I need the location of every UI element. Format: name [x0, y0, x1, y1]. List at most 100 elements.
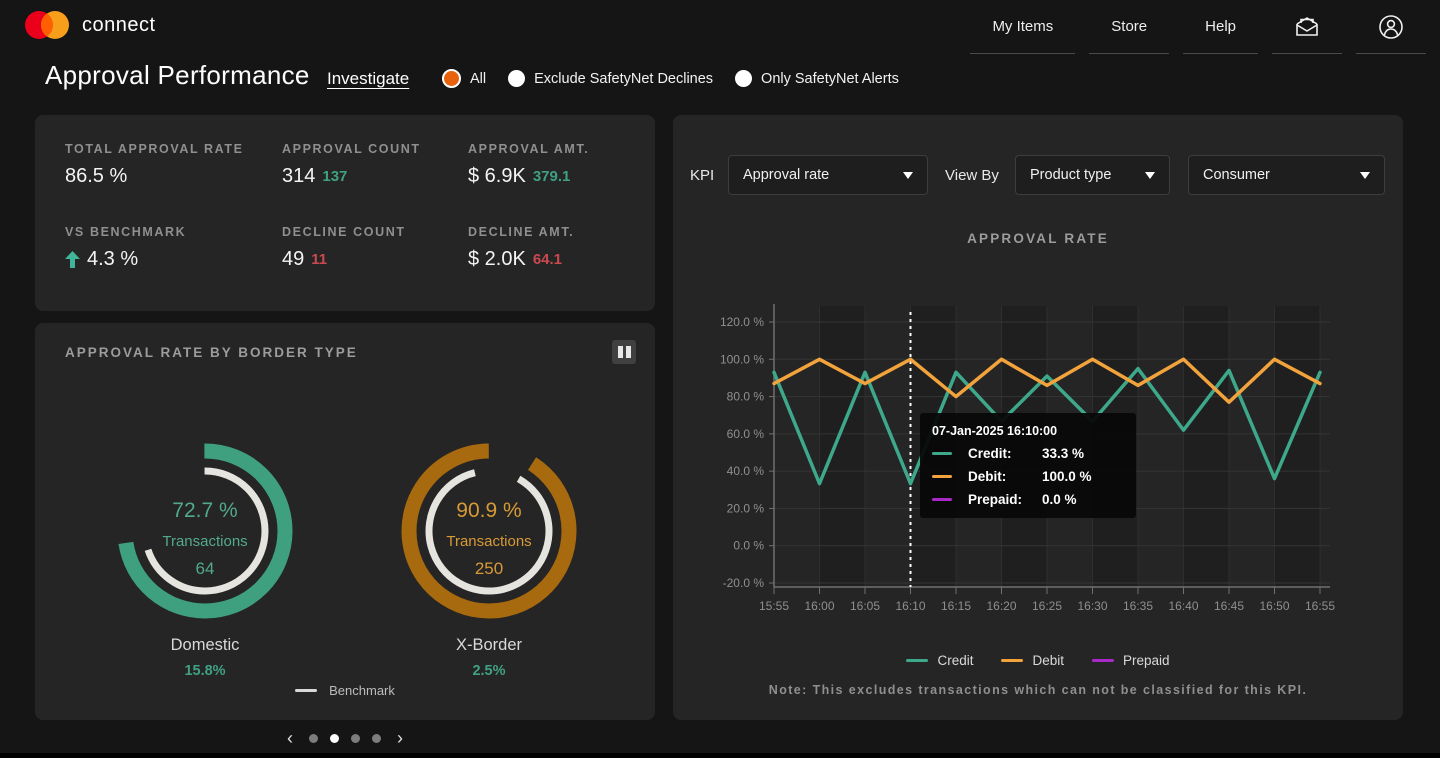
- kpi-dropdown[interactable]: Approval rate: [728, 155, 928, 195]
- radio-icon: [508, 70, 526, 87]
- kpi-value: 314: [282, 165, 316, 187]
- series-dash-icon: [932, 475, 952, 478]
- carousel-dot-2[interactable]: [351, 733, 360, 743]
- profile-icon: [1379, 14, 1403, 39]
- series-dash-icon: [932, 452, 952, 455]
- page-title: Approval Performance: [45, 60, 310, 90]
- view-by-label: View By: [945, 167, 999, 184]
- filter-label: Only SafetyNet Alerts: [761, 70, 899, 87]
- chevron-down-icon: [903, 171, 913, 179]
- view-by-dropdown[interactable]: Product type: [1015, 155, 1170, 195]
- kpi-label: APPROVAL AMT.: [468, 142, 590, 156]
- carousel-dot-3[interactable]: [372, 733, 381, 743]
- segment-dropdown[interactable]: Consumer: [1188, 155, 1385, 195]
- donut-xborder-center: 90.9 % Transactions 250: [404, 500, 574, 577]
- nav-store-label: Store: [1111, 18, 1148, 35]
- series-dash-icon: [932, 498, 952, 501]
- svg-text:16:25: 16:25: [1032, 599, 1062, 613]
- legend-dash-icon: [906, 659, 929, 662]
- kpi-value: $ 6.9K: [468, 165, 526, 187]
- nav-messages[interactable]: [1272, 0, 1342, 54]
- filter-radio-1[interactable]: Exclude SafetyNet Declines: [508, 70, 713, 87]
- svg-text:40.0 %: 40.0 %: [727, 464, 765, 478]
- kpi-label: TOTAL APPROVAL RATE: [65, 142, 244, 156]
- donut-domestic-center: 72.7 % Transactions 64: [120, 500, 290, 577]
- carousel-dot-0[interactable]: [309, 733, 318, 743]
- tooltip-row-1: Debit: 100.0 %: [932, 469, 1124, 484]
- carousel-next-icon[interactable]: ›: [397, 728, 403, 748]
- legend-dash-icon: [1091, 659, 1114, 662]
- nav-my-items-label: My Items: [992, 18, 1054, 35]
- benchmark-label: Benchmark: [329, 683, 395, 698]
- brand-logo[interactable]: connect: [24, 10, 156, 40]
- svg-text:60.0 %: 60.0 %: [727, 427, 765, 441]
- chart-legend: Credit Debit Prepaid: [673, 653, 1403, 668]
- svg-text:16:40: 16:40: [1168, 599, 1198, 613]
- kpi-dropdown-value: Approval rate: [743, 167, 830, 183]
- nav-help-label: Help: [1205, 18, 1236, 35]
- donut-rate-value: 72.7 %: [172, 499, 238, 522]
- donut-rate-value: 90.9 %: [456, 499, 522, 522]
- donut-transactions-count: 250: [474, 559, 504, 578]
- nav-store[interactable]: Store: [1089, 0, 1170, 54]
- pause-button[interactable]: [612, 340, 636, 364]
- carousel-dot-1[interactable]: [330, 733, 339, 743]
- investigate-link[interactable]: Investigate: [327, 69, 410, 88]
- carousel-prev-icon[interactable]: ‹: [287, 728, 293, 748]
- segment-dropdown-value: Consumer: [1203, 167, 1270, 183]
- svg-text:15:55: 15:55: [759, 599, 789, 613]
- kpi-value: $ 2.0K: [468, 248, 526, 270]
- svg-text:16:45: 16:45: [1214, 599, 1244, 613]
- brand-name: connect: [82, 13, 156, 36]
- svg-text:16:55: 16:55: [1305, 599, 1335, 613]
- tooltip-timestamp: 07-Jan-2025 16:10:00: [932, 424, 1058, 438]
- svg-text:16:30: 16:30: [1077, 599, 1107, 613]
- donut-domestic-label: Domestic: [170, 636, 240, 654]
- svg-text:80.0 %: 80.0 %: [727, 390, 765, 404]
- filter-radio-0[interactable]: All: [442, 69, 486, 88]
- nav-help[interactable]: Help: [1183, 0, 1258, 54]
- donut-transactions-label: Transactions: [446, 533, 532, 550]
- filter-radio-2[interactable]: Only SafetyNet Alerts: [735, 70, 899, 87]
- donut-xborder-label: X-Border: [455, 636, 523, 654]
- legend-item-debit[interactable]: Debit: [1001, 653, 1064, 668]
- svg-text:0.0 %: 0.0 %: [733, 539, 764, 553]
- nav-profile[interactable]: [1356, 0, 1426, 54]
- svg-text:-20.0 %: -20.0 %: [723, 576, 765, 590]
- svg-text:20.0 %: 20.0 %: [727, 501, 765, 515]
- kpi-approval-count: APPROVAL COUNT 314 137: [282, 142, 482, 188]
- kpi-label: APPROVAL COUNT: [282, 142, 421, 156]
- chart-title: APPROVAL RATE: [967, 231, 1109, 246]
- radio-icon: [735, 70, 753, 87]
- tooltip-row-0: Credit: 33.3 %: [932, 446, 1124, 461]
- mail-icon: [1296, 16, 1318, 36]
- donut-chart-domestic[interactable]: [107, 433, 303, 629]
- kpi-sub-value: 137: [322, 168, 348, 185]
- tooltip-series-value: 33.3 %: [1042, 446, 1085, 461]
- filter-label: All: [470, 70, 487, 87]
- tooltip-series-value: 0.0 %: [1042, 492, 1077, 507]
- kpi-sub-value: 379.1: [532, 168, 571, 185]
- kpi-decline-count: DECLINE COUNT 49 11: [282, 225, 482, 271]
- mastercard-logo-icon: [25, 11, 69, 39]
- kpi-dropdown-label: KPI: [690, 167, 715, 184]
- svg-text:100.0 %: 100.0 %: [720, 352, 764, 366]
- bottom-strip: [0, 753, 1440, 758]
- legend-dash-icon: [1001, 659, 1024, 662]
- kpi-label: DECLINE AMT.: [468, 225, 575, 239]
- legend-item-prepaid[interactable]: Prepaid: [1091, 653, 1170, 668]
- legend-item-credit[interactable]: Credit: [906, 653, 973, 668]
- view-by-dropdown-value: Product type: [1030, 167, 1112, 183]
- approval-rate-chart-card: KPI Approval rate View By Product type C…: [673, 115, 1403, 720]
- approval-rate-by-border-type-card: APPROVAL RATE BY BORDER TYPE 72.7 % Tran…: [35, 323, 655, 720]
- svg-text:16:15: 16:15: [941, 599, 971, 613]
- arrow-up-icon: [65, 251, 80, 268]
- donut-chart-xborder[interactable]: [391, 433, 587, 629]
- tooltip-series-label: Credit:: [968, 446, 1012, 461]
- kpi-summary-card: TOTAL APPROVAL RATE 86.5 % APPROVAL COUN…: [35, 115, 655, 311]
- nav-my-items[interactable]: My Items: [970, 0, 1076, 54]
- safetynet-filter-group: All Exclude SafetyNet Declines Only Safety…: [442, 69, 899, 88]
- chart-tooltip: 07-Jan-2025 16:10:00 Credit: 33.3 % Debit:…: [920, 413, 1136, 518]
- svg-text:16:00: 16:00: [804, 599, 834, 613]
- svg-text:16:35: 16:35: [1123, 599, 1153, 613]
